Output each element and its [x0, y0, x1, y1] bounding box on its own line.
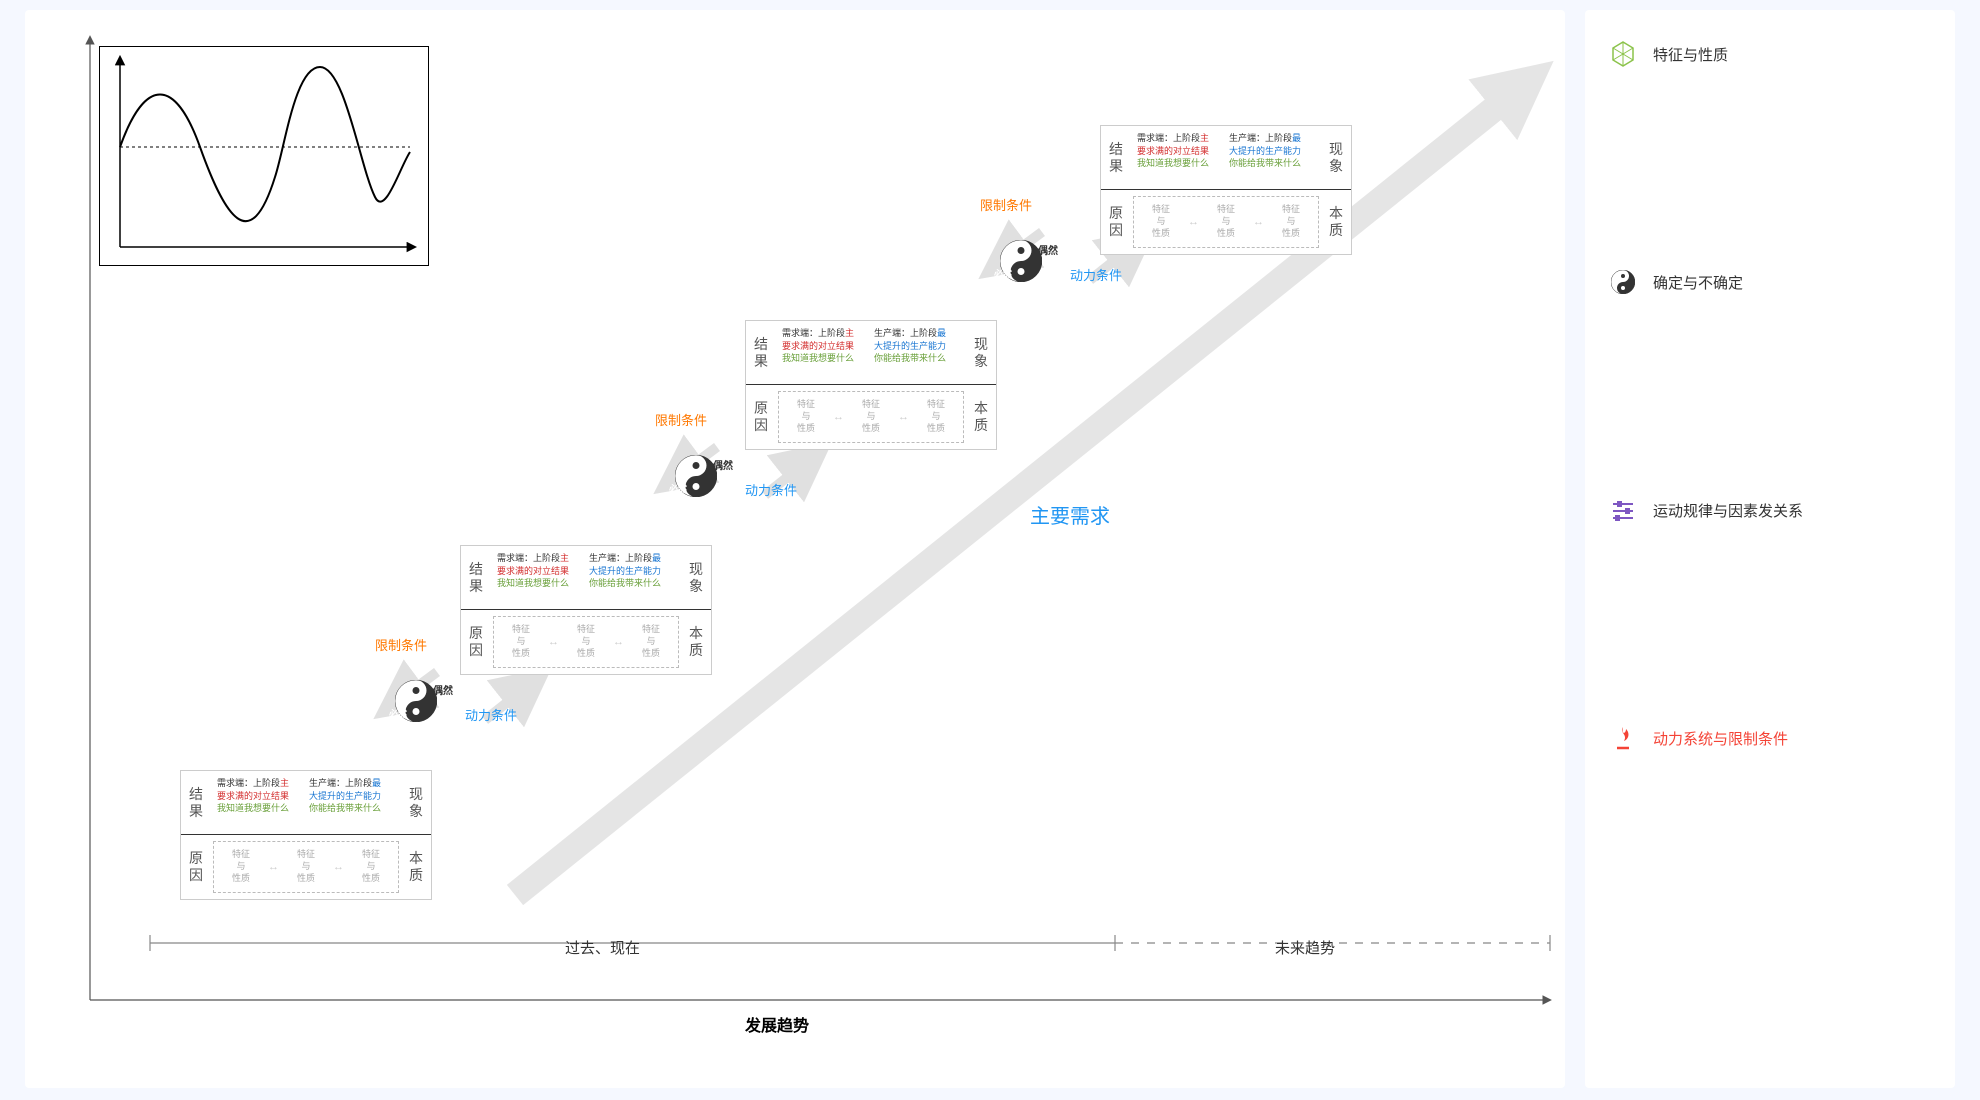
- power-condition-label-1: 动力条件: [745, 480, 797, 499]
- timeline-past-present: 过去、现在: [565, 937, 640, 958]
- sidebar-item-3[interactable]: 动力系统与限制条件: [1609, 724, 1931, 752]
- main-demand-label: 主要需求: [1030, 500, 1110, 529]
- analysis-card-1: 结果需求端：上阶段主要求满的对立结果我知道我想要什么生产端：上阶段最大提升的生产…: [460, 545, 712, 675]
- yy-label-chance: 偶然: [1038, 242, 1058, 257]
- sidebar-item-1[interactable]: 确定与不确定: [1609, 268, 1931, 296]
- yinyang-icon: [1609, 268, 1637, 296]
- card-label-cause: 原因: [746, 385, 776, 449]
- card-label-cause: 原因: [1101, 190, 1131, 254]
- sidebar-item-label: 动力系统与限制条件: [1653, 728, 1788, 749]
- card-label-cause: 原因: [461, 610, 491, 674]
- limit-condition-label-2: 限制条件: [980, 195, 1032, 214]
- yy-label-chance: 偶然: [433, 682, 453, 697]
- power-condition-label-0: 动力条件: [465, 705, 517, 724]
- yinyang-node-2: 必然偶然: [1000, 240, 1042, 282]
- card-label-phenomenon: 现象: [681, 546, 711, 609]
- sidebar: 特征与性质确定与不确定运动规律与因素发关系动力系统与限制条件: [1585, 10, 1955, 1088]
- card-label-essence: 本质: [1321, 190, 1351, 254]
- sliders-icon: [1609, 496, 1637, 524]
- card-label-phenomenon: 现象: [1321, 126, 1351, 189]
- x-axis-title: 发展趋势: [745, 1012, 809, 1036]
- hexagon-icon: [1609, 40, 1637, 68]
- limit-condition-label-0: 限制条件: [375, 635, 427, 654]
- sidebar-item-label: 运动规律与因素发关系: [1653, 500, 1803, 521]
- card-label-essence: 本质: [681, 610, 711, 674]
- yy-label-necessity: 必然: [389, 707, 407, 720]
- card-label-result: 结果: [1101, 126, 1131, 189]
- limit-condition-label-1: 限制条件: [655, 410, 707, 429]
- card-label-result: 结果: [181, 771, 211, 834]
- flame-icon: [1609, 724, 1637, 752]
- timeline-future: 未来趋势: [1275, 937, 1335, 958]
- card-label-result: 结果: [746, 321, 776, 384]
- yinyang-node-0: 必然偶然: [395, 680, 437, 722]
- sidebar-item-0[interactable]: 特征与性质: [1609, 40, 1931, 68]
- card-label-phenomenon: 现象: [966, 321, 996, 384]
- yinyang-node-1: 必然偶然: [675, 455, 717, 497]
- sidebar-item-label: 特征与性质: [1653, 44, 1728, 65]
- power-condition-label-2: 动力条件: [1070, 265, 1122, 284]
- card-label-essence: 本质: [966, 385, 996, 449]
- card-label-essence: 本质: [401, 835, 431, 899]
- card-label-cause: 原因: [181, 835, 211, 899]
- card-label-phenomenon: 现象: [401, 771, 431, 834]
- analysis-card-0: 结果需求端：上阶段主要求满的对立结果我知道我想要什么生产端：上阶段最大提升的生产…: [180, 770, 432, 900]
- sidebar-item-label: 确定与不确定: [1653, 272, 1743, 293]
- card-label-result: 结果: [461, 546, 491, 609]
- main-panel: 结果需求端：上阶段主要求满的对立结果我知道我想要什么生产端：上阶段最大提升的生产…: [25, 10, 1565, 1088]
- yy-label-necessity: 必然: [669, 482, 687, 495]
- yy-label-necessity: 必然: [994, 267, 1012, 280]
- sidebar-item-2[interactable]: 运动规律与因素发关系: [1609, 496, 1931, 524]
- analysis-card-2: 结果需求端：上阶段主要求满的对立结果我知道我想要什么生产端：上阶段最大提升的生产…: [745, 320, 997, 450]
- analysis-card-3: 结果需求端：上阶段主要求满的对立结果我知道我想要什么生产端：上阶段最大提升的生产…: [1100, 125, 1352, 255]
- yy-label-chance: 偶然: [713, 457, 733, 472]
